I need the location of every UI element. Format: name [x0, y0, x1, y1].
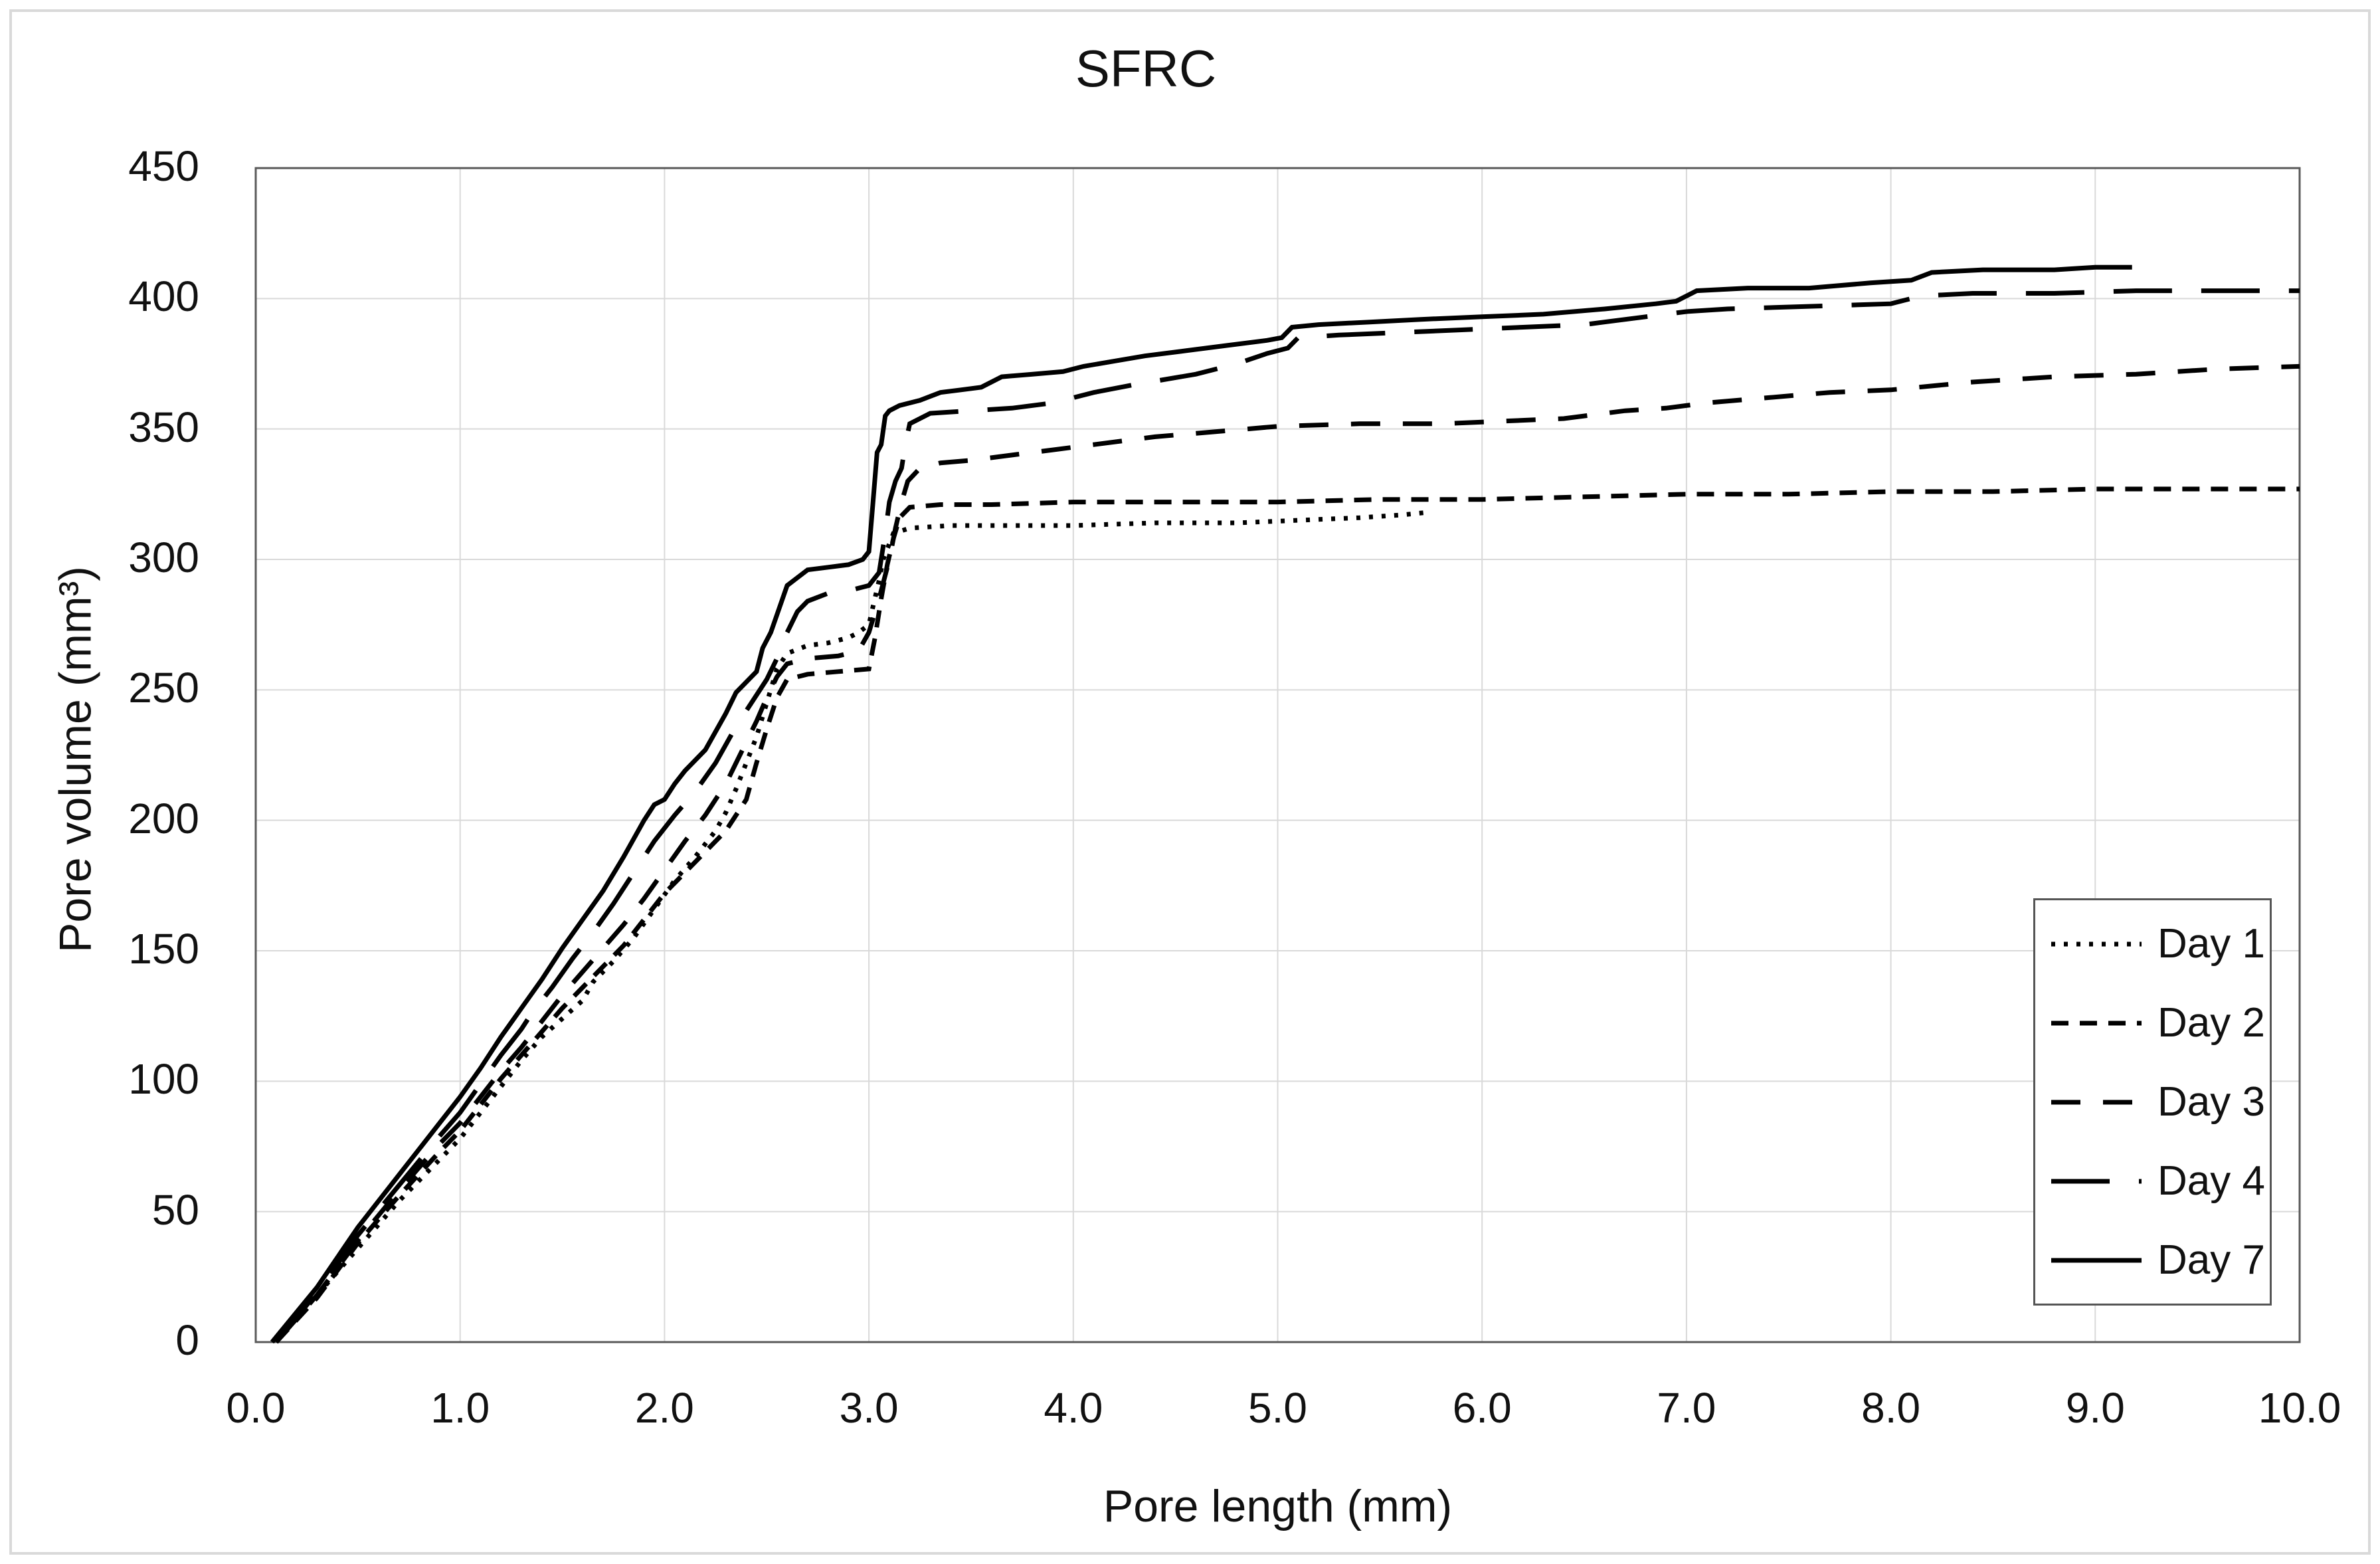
series-line-day-7	[270, 264, 2132, 1344]
legend-item-day-3: Day 3	[2035, 1078, 2270, 1125]
legend-line-sample	[2051, 1258, 2142, 1262]
x-tick-label: 7.0	[1657, 1384, 1716, 1432]
series-line-day-1	[274, 510, 1427, 1344]
y-tick-label: 400	[128, 272, 199, 321]
legend-label: Day 7	[2157, 1237, 2265, 1283]
legend-label: Day 3	[2157, 1079, 2265, 1125]
y-tick-label: 300	[128, 534, 199, 581]
x-tick-label: 9.0	[2065, 1384, 2125, 1432]
x-tick-label: 0.0	[226, 1384, 286, 1432]
legend-line-sample	[2051, 941, 2142, 946]
y-tick-label: 250	[128, 664, 199, 712]
y-tick-label: 150	[128, 925, 199, 973]
legend-label: Day 4	[2157, 1158, 2265, 1204]
legend-item-day-7: Day 7	[2035, 1236, 2270, 1284]
legend-item-day-4: Day 4	[2035, 1157, 2270, 1205]
y-tick-label: 50	[151, 1185, 199, 1234]
legend-line-sample	[2051, 1021, 2142, 1025]
plot-border	[254, 167, 2301, 1343]
legend-line-sample	[2051, 1179, 2142, 1183]
y-tick-label: 200	[128, 794, 199, 842]
legend: Day 1 Day 2 Day 3 Day 4 Day 7	[2033, 898, 2272, 1306]
y-tick-label: 100	[128, 1055, 199, 1104]
x-tick-label: 1.0	[430, 1384, 490, 1432]
legend-label: Day 2	[2157, 1000, 2265, 1046]
series-line-day-2	[274, 486, 2300, 1344]
legend-label: Day 1	[2157, 921, 2265, 967]
legend-item-day-1: Day 1	[2035, 920, 2270, 967]
x-axis-title: Pore length (mm)	[1103, 1481, 1453, 1531]
y-tick-label: 450	[128, 142, 199, 190]
y-tick-label: 0	[175, 1316, 199, 1364]
x-tick-label: 10.0	[2258, 1384, 2341, 1432]
x-tick-label: 6.0	[1452, 1384, 1512, 1432]
chart-title: SFRC	[1075, 39, 1217, 98]
legend-line-sample	[2051, 1100, 2142, 1104]
legend-item-day-2: Day 2	[2035, 999, 2270, 1046]
y-axis-title: Pore volume (mm³)	[50, 566, 101, 953]
x-tick-label: 2.0	[634, 1384, 694, 1432]
x-tick-label: 8.0	[1861, 1384, 1921, 1432]
series-line-day-3	[274, 363, 2300, 1344]
x-tick-label: 5.0	[1248, 1384, 1307, 1432]
series-line-day-4	[274, 288, 2300, 1344]
y-tick-label: 350	[128, 403, 199, 451]
x-tick-label: 4.0	[1044, 1384, 1103, 1432]
x-tick-label: 3.0	[839, 1384, 899, 1432]
figure-frame	[9, 9, 2371, 1555]
